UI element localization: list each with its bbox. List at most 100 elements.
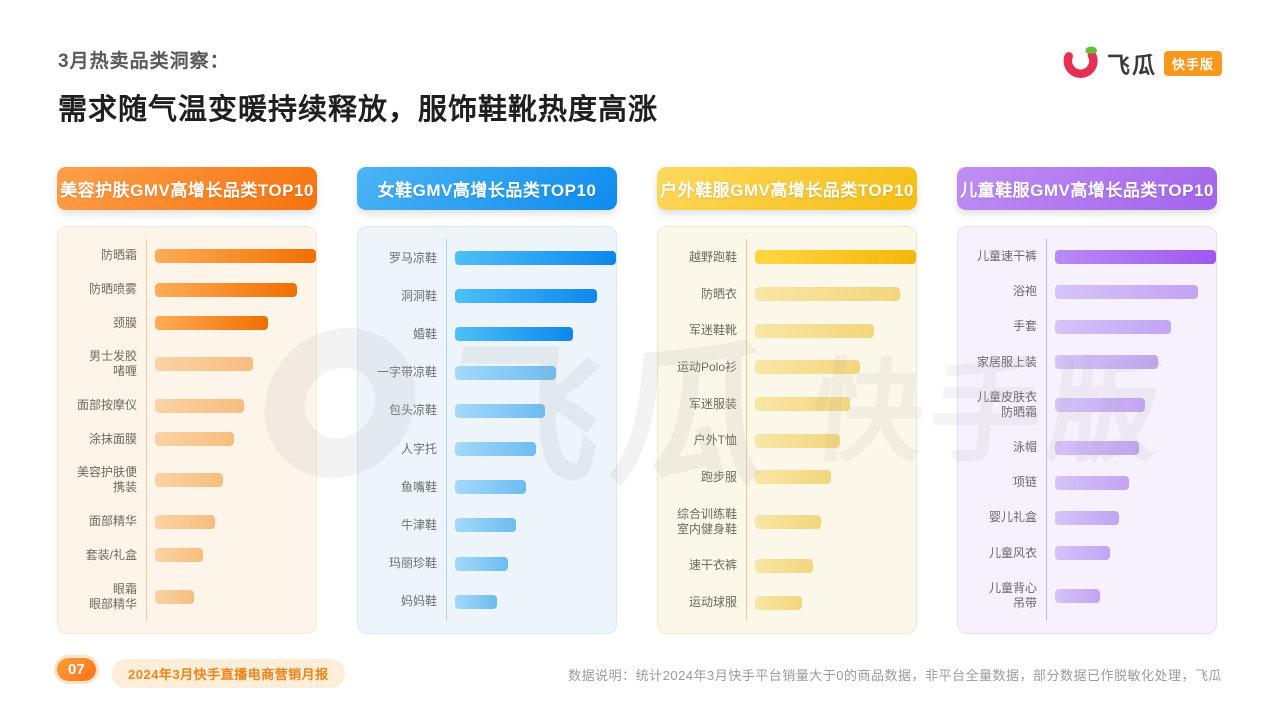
category-label: 罗马凉鞋 xyxy=(388,250,437,265)
bar-row: 儿童速干裤 xyxy=(958,249,1216,264)
value-bar xyxy=(155,589,194,604)
value-bar xyxy=(1055,284,1199,299)
bar-row: 运动Polo衫 xyxy=(658,360,916,375)
brand-name: 飞瓜 xyxy=(1106,52,1157,78)
value-bar xyxy=(755,250,916,265)
bar-row: 套装/礼盒 xyxy=(58,548,316,563)
value-bar xyxy=(155,548,204,563)
category-label: 婚鞋 xyxy=(412,326,437,341)
value-bar xyxy=(455,442,536,457)
bar-track xyxy=(1046,355,1216,370)
category-label: 套装/礼盒 xyxy=(85,547,137,562)
category-label: 项链 xyxy=(1012,475,1037,490)
bar-track xyxy=(146,282,316,297)
bar-track xyxy=(746,514,916,529)
bar-track xyxy=(446,403,616,418)
bar-row: 面部精华 xyxy=(58,514,316,529)
bar-row: 妈妈鞋 xyxy=(358,594,616,609)
category-label: 速干衣裤 xyxy=(688,558,737,573)
bar-row: 儿童背心 吊带 xyxy=(958,581,1216,611)
category-label: 综合训练鞋 室内健身鞋 xyxy=(676,506,737,536)
value-bar xyxy=(1055,397,1146,412)
bar-track xyxy=(446,480,616,495)
panel-title: 户外鞋服GMV高增长品类TOP10 xyxy=(657,167,917,210)
value-bar xyxy=(155,432,234,447)
value-bar xyxy=(455,594,497,609)
panel-title: 美容护肤GMV高增长品类TOP10 xyxy=(57,167,317,210)
value-bar xyxy=(1055,249,1216,264)
category-label: 鱼嘴鞋 xyxy=(400,479,437,494)
bar-row: 婴儿礼盒 xyxy=(958,510,1216,525)
bar-row: 手套 xyxy=(958,319,1216,334)
value-bar xyxy=(455,289,597,304)
bar-row: 颈膜 xyxy=(58,316,316,331)
category-label: 玛丽珍鞋 xyxy=(388,556,437,571)
melon-logo-icon xyxy=(1063,46,1098,78)
category-label: 洞洞鞋 xyxy=(400,288,437,303)
brand-badge: 快手版 xyxy=(1163,50,1222,76)
category-label: 儿童风衣 xyxy=(988,545,1037,560)
bar-row: 洞洞鞋 xyxy=(358,289,616,304)
bar-track xyxy=(446,594,616,609)
category-label: 牛津鞋 xyxy=(400,517,437,532)
report-name-badge: 2024年3月快手直播电商营销月报 xyxy=(112,659,345,688)
bar-row: 速干衣裤 xyxy=(658,558,916,573)
category-label: 户外T恤 xyxy=(693,433,737,448)
bar-track xyxy=(1046,249,1216,264)
category-label: 涂抹面膜 xyxy=(88,431,137,446)
panel-chart-card: 越野跑鞋 防晒衣 军迷鞋靴 运动Polo衫 军迷服装 户外T恤 跑步服 综合训练鞋 室内健身鞋… xyxy=(657,226,917,634)
bar-track xyxy=(446,442,616,457)
category-label: 军迷鞋靴 xyxy=(688,323,737,338)
category-label: 防晒霜 xyxy=(100,248,137,263)
bar-track xyxy=(1046,397,1216,412)
bar-row: 家居服上装 xyxy=(958,355,1216,370)
bar-row: 面部按摩仪 xyxy=(58,398,316,413)
category-label: 美容护肤便 携装 xyxy=(76,465,137,495)
category-label: 家居服上装 xyxy=(976,354,1037,369)
category-label: 婴儿礼盒 xyxy=(988,510,1037,525)
value-bar xyxy=(155,316,268,331)
category-label: 面部精华 xyxy=(88,514,137,529)
bar-row: 越野跑鞋 xyxy=(658,250,916,265)
panel-chart-card: 防晒霜防晒喷雾颈膜男士发胶 啫喱面部按摩仪涂抹面膜美容护肤便 携装面部精华套装/… xyxy=(57,226,317,634)
bar-row: 军迷鞋靴 xyxy=(658,323,916,338)
axis-divider xyxy=(746,239,747,621)
bar-row: 一字带凉鞋 xyxy=(358,365,616,380)
value-bar xyxy=(455,251,616,266)
value-bar xyxy=(755,595,802,610)
panel-title: 女鞋GMV高增长品类TOP10 xyxy=(357,167,617,210)
bar-track xyxy=(746,397,916,412)
bar-row: 鱼嘴鞋 xyxy=(358,480,616,495)
value-bar xyxy=(1055,355,1159,370)
bar-track xyxy=(746,470,916,485)
bar-track xyxy=(1046,319,1216,334)
bar-track xyxy=(746,360,916,375)
bar-track xyxy=(446,289,616,304)
bar-track xyxy=(146,473,316,488)
category-label: 军迷服装 xyxy=(688,396,737,411)
panel-chart-card: 儿童速干裤 浴袍 手套 家居服上装 儿童皮肤衣 防晒霜 泳帽 项链 婴儿礼盒 儿童风衣 儿童背心 … xyxy=(957,226,1217,634)
value-bar xyxy=(455,480,526,495)
bar-track xyxy=(146,432,316,447)
page-number-badge: 07 xyxy=(57,658,96,681)
bar-row: 涂抹面膜 xyxy=(58,432,316,447)
category-label: 一字带凉鞋 xyxy=(376,365,437,380)
axis-divider xyxy=(446,239,447,621)
bar-row: 防晒喷雾 xyxy=(58,282,316,297)
bar-row: 男士发胶 啫喱 xyxy=(58,349,316,379)
value-bar xyxy=(455,556,509,571)
bar-track xyxy=(146,548,316,563)
bar-row: 户外T恤 xyxy=(658,433,916,448)
bar-row: 防晒衣 xyxy=(658,287,916,302)
bar-track xyxy=(146,398,316,413)
value-bar xyxy=(755,287,900,302)
bar-row: 综合训练鞋 室内健身鞋 xyxy=(658,507,916,537)
category-label: 儿童背心 吊带 xyxy=(988,580,1037,610)
bar-track xyxy=(746,433,916,448)
value-bar xyxy=(1055,440,1139,455)
bar-row: 防晒霜 xyxy=(58,248,316,263)
category-label: 儿童皮肤衣 防晒霜 xyxy=(976,389,1037,419)
bar-track xyxy=(446,251,616,266)
value-bar xyxy=(455,327,573,342)
bar-track xyxy=(1046,440,1216,455)
